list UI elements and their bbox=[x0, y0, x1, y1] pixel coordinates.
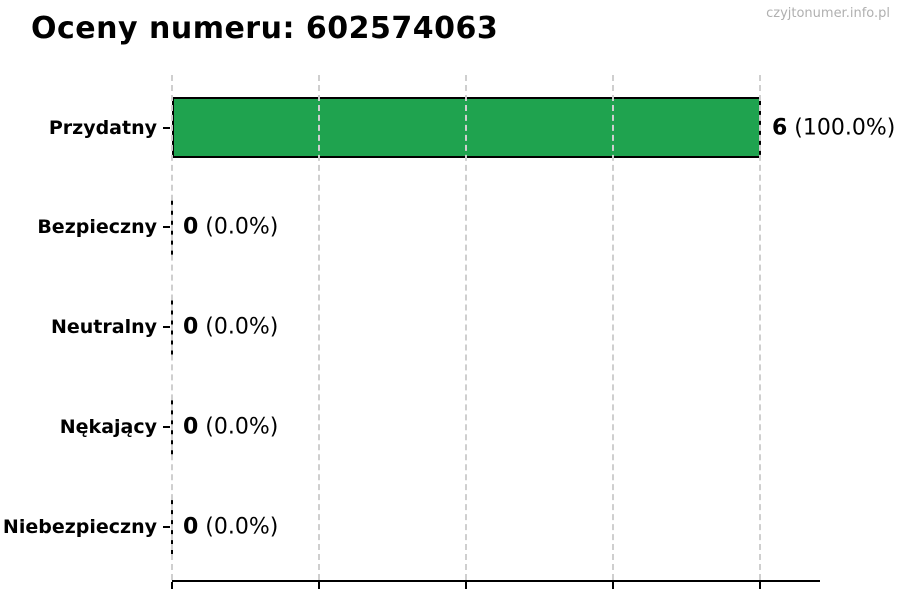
x-axis-line bbox=[172, 580, 820, 582]
category-label: Bezpieczny bbox=[37, 216, 157, 239]
value-percent: (0.0%) bbox=[198, 514, 279, 540]
chart-title: Oceny numeru: 602574063 bbox=[31, 11, 499, 46]
y-axis-tick bbox=[163, 526, 170, 529]
x-axis-tick bbox=[759, 582, 761, 589]
y-axis-tick bbox=[163, 126, 170, 129]
x-axis-tick bbox=[171, 582, 173, 589]
value-count: 0 bbox=[183, 514, 199, 540]
value-label: 0 (0.0%) bbox=[183, 415, 278, 440]
value-percent: (0.0%) bbox=[198, 414, 279, 440]
y-axis-tick bbox=[163, 426, 170, 429]
category-label: Neutralny bbox=[50, 316, 157, 339]
x-axis-tick bbox=[465, 582, 467, 589]
watermark-text: czyjtonumer.info.pl bbox=[766, 6, 890, 21]
value-count: 0 bbox=[183, 214, 199, 240]
x-axis-tick bbox=[318, 582, 320, 589]
category-label: Nękający bbox=[59, 416, 157, 439]
value-label: 0 (0.0%) bbox=[183, 315, 278, 340]
value-label: 0 (0.0%) bbox=[183, 515, 278, 540]
category-label: Przydatny bbox=[48, 116, 157, 139]
x-axis-tick bbox=[612, 582, 614, 589]
value-percent: (0.0%) bbox=[198, 214, 279, 240]
value-percent: (0.0%) bbox=[198, 314, 279, 340]
value-percent: (100.0%) bbox=[787, 115, 896, 140]
value-count: 6 bbox=[772, 115, 788, 140]
value-label: 0 (0.0%) bbox=[183, 215, 278, 240]
value-count: 0 bbox=[183, 414, 199, 440]
value-label: 6 (100.0%) bbox=[772, 115, 895, 140]
category-label: Niebezpieczny bbox=[2, 516, 157, 539]
y-axis-tick bbox=[163, 226, 170, 229]
value-count: 0 bbox=[183, 314, 199, 340]
y-axis-tick bbox=[163, 326, 170, 329]
